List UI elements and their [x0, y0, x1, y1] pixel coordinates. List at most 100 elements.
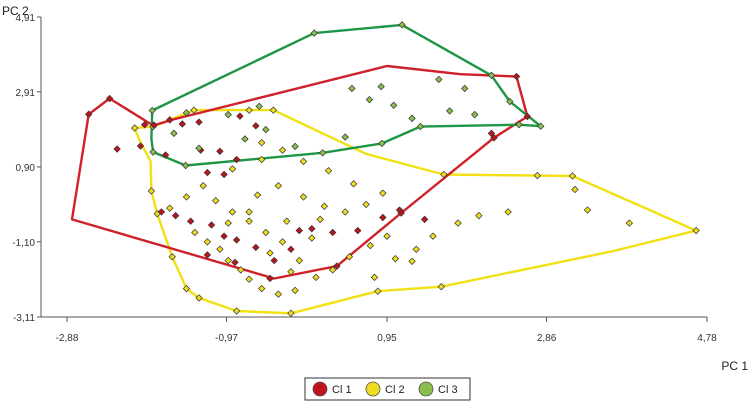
point-cl2 — [287, 309, 295, 317]
y-tick-label: -3,11 — [13, 313, 35, 324]
point-cl3 — [149, 148, 157, 156]
point-cl3 — [471, 110, 479, 119]
y-tick-label: 4,91 — [16, 13, 36, 24]
point-cl3 — [195, 144, 203, 152]
point-cl2 — [291, 286, 299, 295]
point-cl1 — [203, 251, 212, 259]
point-cl1 — [113, 145, 121, 153]
point-cl2 — [625, 219, 633, 227]
point-cl1 — [487, 129, 496, 138]
point-cl1 — [512, 72, 521, 81]
point-cl2 — [257, 138, 266, 147]
point-cl2 — [349, 180, 358, 188]
point-cl1 — [231, 258, 239, 267]
point-cl2 — [440, 170, 448, 179]
point-cl2 — [287, 268, 295, 276]
legend-label-cl3: Cl 3 — [438, 384, 458, 396]
point-cl2 — [245, 217, 253, 225]
point-cl2 — [568, 172, 577, 180]
point-cl2 — [295, 256, 303, 265]
point-cl3 — [341, 133, 349, 141]
point-cl2 — [299, 157, 308, 166]
point-cl2 — [245, 275, 253, 283]
point-cl2 — [571, 185, 579, 194]
point-cl3 — [291, 142, 299, 151]
point-cl3 — [365, 95, 374, 104]
point-cl2 — [370, 273, 379, 282]
point-cl2 — [237, 266, 245, 274]
point-cl2 — [182, 193, 191, 201]
hull-cl3 — [150, 23, 542, 167]
point-cl1 — [161, 151, 170, 159]
point-cl2 — [257, 284, 266, 293]
point-cl1 — [203, 168, 212, 177]
point-cl1 — [328, 228, 337, 237]
point-cl1 — [232, 236, 241, 244]
point-cl3 — [506, 97, 514, 106]
point-cl1 — [523, 112, 532, 121]
point-cl2 — [168, 253, 176, 261]
point-cl3 — [377, 82, 385, 91]
point-cl2 — [130, 124, 139, 132]
point-cl2 — [366, 241, 374, 250]
point-cl2 — [245, 106, 253, 114]
y-tick-label: 2,91 — [16, 88, 36, 99]
x-axis-ticks: -2,88 -0,97 0,95 2,86 4,78 — [56, 317, 717, 344]
point-cl2 — [316, 215, 324, 224]
y-axis-title: PC 2 — [2, 4, 29, 18]
point-cl3 — [445, 107, 454, 115]
point-cl2 — [274, 290, 283, 298]
point-cl1 — [287, 245, 295, 253]
point-cl1 — [195, 118, 203, 126]
point-cl2 — [429, 232, 437, 240]
point-cl2 — [228, 208, 237, 216]
point-cl2 — [228, 165, 237, 173]
point-cl2 — [253, 191, 262, 199]
point-cl1 — [333, 262, 341, 270]
point-cl2 — [283, 217, 291, 225]
data-points — [85, 21, 700, 317]
point-cl3 — [398, 21, 406, 29]
point-cl2 — [475, 211, 483, 220]
point-cl1 — [354, 226, 362, 235]
point-cl3 — [435, 75, 443, 84]
point-cl1 — [220, 170, 228, 179]
point-cl1 — [266, 274, 274, 283]
point-cl3 — [181, 161, 190, 170]
point-cl2 — [312, 273, 320, 282]
point-cl3 — [170, 129, 178, 138]
point-cl1 — [252, 122, 260, 130]
cluster-hulls — [70, 23, 698, 315]
point-cl3 — [255, 102, 263, 111]
point-cl1 — [171, 211, 180, 220]
point-cl2 — [166, 204, 174, 212]
point-cl2 — [437, 283, 446, 291]
point-cl1 — [157, 208, 166, 216]
point-cl2 — [262, 228, 270, 237]
point-cl1 — [420, 215, 429, 224]
point-cl1 — [207, 221, 216, 229]
point-cl2 — [266, 249, 274, 257]
legend-label-cl1: Cl 1 — [332, 384, 352, 396]
point-cl1 — [166, 116, 174, 124]
point-cl2 — [408, 257, 416, 265]
y-tick-label: -1,10 — [12, 238, 35, 249]
x-tick-label: 0,95 — [377, 333, 397, 344]
point-cl3 — [241, 135, 249, 143]
x-tick-label: -0,97 — [215, 333, 238, 344]
legend: Cl 1 Cl 2 Cl 3 — [304, 377, 471, 401]
point-cl3 — [408, 114, 416, 123]
point-cl2 — [245, 208, 253, 216]
point-cl2 — [391, 254, 400, 263]
point-cl2 — [257, 155, 266, 164]
point-cl2 — [328, 266, 337, 274]
point-cl3 — [348, 84, 356, 93]
hull-cl1 — [70, 64, 529, 280]
point-cl2 — [278, 146, 287, 154]
point-cl2 — [379, 189, 387, 197]
point-cl2 — [412, 245, 420, 253]
point-cl2 — [203, 238, 212, 246]
point-cl2 — [224, 219, 232, 227]
point-cl2 — [308, 234, 316, 242]
